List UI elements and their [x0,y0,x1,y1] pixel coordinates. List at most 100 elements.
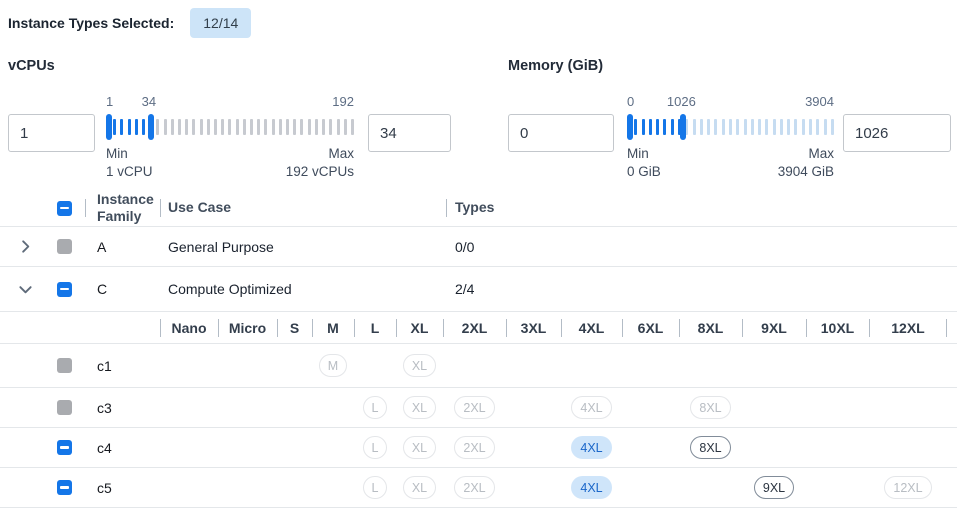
instance-name: c3 [97,399,112,416]
size-column-header-m: M [312,312,354,343]
slider-tick [113,119,117,135]
size-column-label: M [327,319,339,336]
size-cell-l: L [354,388,396,427]
slider-tick [156,119,160,135]
slider-tick [656,119,660,135]
slider-tick [206,119,210,135]
memory-slider-track[interactable] [627,114,834,140]
size-badge-4xl: 4XL [571,396,612,419]
slider-handle-max[interactable] [147,114,154,140]
size-column-label: 2XL [461,319,488,336]
family-checkbox-c[interactable] [57,281,72,297]
slider-tick [228,119,232,135]
slider-tick [178,119,182,135]
size-cell-s [277,468,312,507]
slider-tick [736,119,740,135]
instance-name-cell: c1 [85,358,160,374]
slider-tick [765,119,769,135]
vcpus-min-input[interactable] [8,114,95,152]
slider-handle-min[interactable] [106,114,112,140]
slider-tick [199,119,203,135]
size-column-header-10xl: 10XL [806,312,869,343]
size-column-header-micro: Micro [218,312,277,343]
slider-tick [677,119,681,135]
use-case-value: Compute Optimized [168,281,292,297]
family-cell: C [85,281,160,297]
size-cell-2xl: 2XL [443,468,506,507]
selected-count-badge: 12/14 [190,8,252,38]
size-badge-m: M [318,354,348,377]
size-row-checkbox-c4[interactable] [57,440,72,455]
size-cell-4xl: 4XL [561,428,622,467]
size-column-label: S [289,319,300,336]
slider-tick [185,119,189,135]
size-cell-m [312,388,354,427]
size-cell-9xl [742,344,806,387]
size-cell-s [277,344,312,387]
slider-handle-max[interactable] [679,114,686,140]
size-badge-4xl[interactable]: 4XL [571,476,612,499]
use-case-cell: Compute Optimized [160,281,446,297]
size-badge-l: L [362,396,388,419]
slider-label-low: 0 [627,94,635,109]
select-all-checkbox[interactable] [57,200,72,216]
types-count: 2/4 [455,281,475,297]
size-cell-s [277,388,312,427]
size-column-label: 4XL [578,319,605,336]
size-badge-4xl[interactable]: 4XL [571,436,612,459]
size-badge-2xl: 2XL [454,476,495,499]
size-cell-l: L [354,428,396,467]
slider-tick [801,119,805,135]
slider-tick [779,119,783,135]
size-badge-8xl: 8XL [690,396,731,419]
vcpus-max-input[interactable] [368,114,451,152]
types-count: 0/0 [455,238,475,255]
size-cell-8xl: 8XL [679,388,742,427]
instance-name: c5 [97,479,112,496]
size-cell-9xl [742,428,806,467]
size-column-header-8xl: 8XL [679,312,742,343]
slider-tick [293,119,297,135]
memory-min-input[interactable] [508,114,614,152]
instance-name: c4 [97,439,112,456]
size-cell-4xl: 4XL [561,388,622,427]
size-badge-8xl[interactable]: 8XL [690,436,731,459]
size-cell-nano [160,468,218,507]
size-columns-header-row: Nano Micro S M L XL 2XL 3XL 4XL 6XL 8XL 9XL 10XL 12XL [0,312,957,344]
slider-handle-min[interactable] [627,114,633,140]
slider-tick [307,119,311,135]
size-cell-l [354,344,396,387]
slider-label-end: 192 [332,94,354,109]
size-row-checkbox-c5[interactable] [57,480,72,495]
slider-tick [816,119,820,135]
chevron-down-icon[interactable] [18,282,33,297]
slider-tick [794,119,798,135]
instance-name-cell: c3 [85,400,160,416]
size-cell-8xl [679,468,742,507]
slider-tick [142,119,146,135]
size-column-label: 3XL [520,319,547,336]
slider-tick [300,119,304,135]
size-cell-12xl [869,428,947,467]
size-column-label: 6XL [637,319,664,336]
memory-max-input[interactable] [843,114,951,152]
size-column-label: XL [410,319,429,336]
size-column-header-9xl: 9XL [742,312,806,343]
chevron-right-icon[interactable] [18,239,33,254]
size-badge-12xl: 12XL [884,476,932,499]
types-cell: 0/0 [446,239,957,255]
slider-tick [721,119,725,135]
vcpus-label: vCPUs [8,58,55,74]
checkbox-cell [50,400,85,415]
slider-label-high: 34 [141,94,157,109]
slider-tick [134,119,138,135]
size-badge-9xl[interactable]: 9XL [753,476,795,499]
size-column-label: Nano [171,319,207,336]
vcpus-slider-track[interactable] [106,114,354,140]
family-cell: A [85,239,160,255]
vcpus-slider-captions: Min 1 vCPU Max 192 vCPUs [106,145,354,181]
checkbox-cell [50,358,85,373]
size-badge-xl: XL [402,476,437,499]
size-cell-8xl [679,344,742,387]
slider-tick [728,119,732,135]
